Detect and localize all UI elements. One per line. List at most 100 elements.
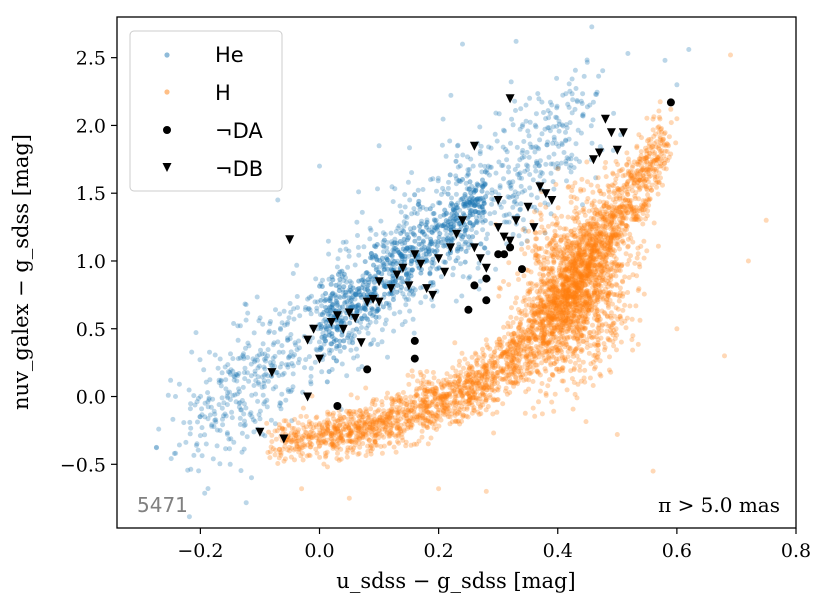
he-point bbox=[465, 202, 471, 208]
h-point bbox=[379, 432, 385, 438]
he-point bbox=[286, 315, 292, 321]
he-point bbox=[333, 346, 339, 351]
he-point bbox=[317, 283, 323, 289]
h-point bbox=[417, 420, 423, 426]
h-point bbox=[464, 404, 470, 410]
he-point bbox=[551, 134, 557, 140]
he-point bbox=[344, 373, 350, 379]
h-point bbox=[540, 340, 546, 346]
he-point bbox=[496, 159, 502, 165]
h-point bbox=[635, 341, 641, 347]
he-point bbox=[487, 211, 493, 217]
he-point bbox=[409, 245, 415, 250]
h-point bbox=[508, 340, 513, 346]
h-point bbox=[480, 354, 486, 360]
h-point bbox=[295, 420, 301, 426]
he-point bbox=[467, 220, 473, 226]
h-point bbox=[364, 408, 369, 414]
h-point bbox=[294, 438, 300, 444]
h-point bbox=[292, 457, 297, 463]
h-point bbox=[636, 217, 642, 223]
he-point bbox=[154, 445, 159, 451]
he-point bbox=[391, 311, 397, 317]
h-point bbox=[323, 426, 329, 431]
he-point bbox=[480, 213, 486, 219]
h-point bbox=[508, 314, 514, 320]
he-point bbox=[472, 203, 478, 208]
h-point bbox=[618, 186, 624, 192]
h-point bbox=[426, 381, 432, 387]
h-point bbox=[563, 291, 569, 297]
he-point bbox=[223, 377, 229, 383]
h-point bbox=[428, 409, 434, 415]
he-point bbox=[223, 413, 229, 419]
he-point bbox=[423, 251, 429, 257]
h-point bbox=[655, 191, 661, 197]
he-point bbox=[425, 246, 431, 252]
h-point bbox=[293, 439, 299, 445]
he-point bbox=[445, 223, 451, 228]
h-point bbox=[636, 196, 642, 202]
he-point bbox=[325, 323, 331, 329]
he-point bbox=[338, 318, 344, 324]
h-point bbox=[426, 400, 432, 406]
h-point bbox=[602, 165, 608, 171]
h-point bbox=[565, 298, 571, 304]
he-point bbox=[362, 305, 368, 311]
he-point bbox=[477, 151, 483, 157]
he-point bbox=[372, 273, 378, 279]
h-point bbox=[578, 287, 584, 293]
he-point bbox=[329, 291, 335, 297]
he-point bbox=[580, 202, 585, 208]
he-point bbox=[346, 330, 352, 336]
h-point bbox=[460, 393, 466, 399]
h-point bbox=[505, 354, 511, 360]
he-point bbox=[235, 391, 240, 397]
h-point bbox=[467, 397, 473, 403]
he-point bbox=[207, 377, 213, 383]
h-point bbox=[644, 151, 650, 157]
he-point bbox=[430, 248, 435, 254]
h-point bbox=[387, 440, 393, 446]
h-point bbox=[564, 387, 570, 393]
h-point bbox=[629, 216, 635, 222]
he-point bbox=[547, 110, 553, 116]
h-point bbox=[584, 345, 590, 350]
h-point bbox=[266, 429, 272, 435]
he-point bbox=[587, 102, 593, 108]
he-point bbox=[448, 221, 454, 227]
he-point bbox=[323, 297, 329, 303]
he-point bbox=[401, 219, 407, 225]
he-point bbox=[488, 145, 494, 151]
he-point bbox=[223, 386, 229, 392]
he-point bbox=[236, 371, 242, 376]
h-point bbox=[444, 371, 450, 377]
h-point bbox=[562, 310, 568, 316]
h-point bbox=[303, 429, 308, 435]
he-point bbox=[272, 363, 278, 369]
he-point bbox=[563, 138, 569, 144]
he-point bbox=[255, 374, 261, 380]
he-point bbox=[243, 345, 248, 351]
h-point bbox=[347, 430, 353, 436]
h-point bbox=[370, 398, 376, 404]
he-point bbox=[444, 210, 450, 216]
h-point bbox=[654, 184, 659, 190]
he-point bbox=[373, 232, 379, 237]
h-point bbox=[657, 136, 663, 142]
h-point bbox=[469, 354, 475, 360]
h-point bbox=[646, 137, 652, 142]
h-point bbox=[480, 351, 486, 356]
he-point bbox=[368, 251, 374, 257]
h-point bbox=[589, 242, 594, 248]
he-point bbox=[480, 177, 485, 183]
h-point bbox=[621, 198, 627, 204]
h-point bbox=[639, 135, 644, 141]
he-point bbox=[379, 255, 385, 261]
he-point bbox=[335, 272, 341, 277]
he-point bbox=[546, 154, 552, 160]
he-point bbox=[412, 287, 418, 293]
he-point bbox=[392, 279, 398, 285]
he-point bbox=[345, 332, 351, 338]
he-point bbox=[480, 184, 486, 190]
